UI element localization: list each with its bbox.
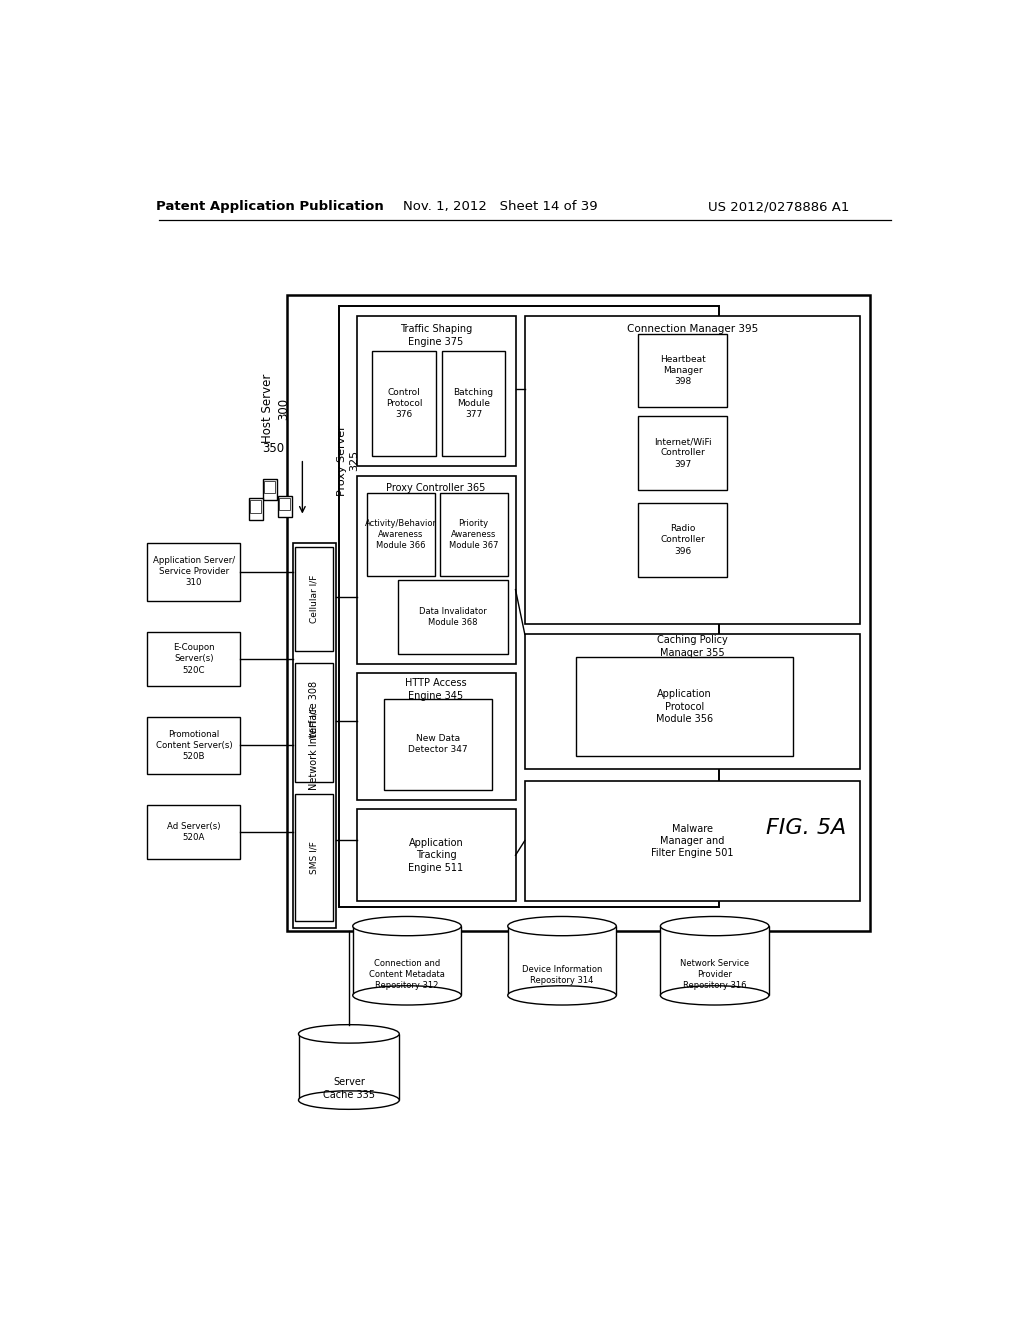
Text: Malware
Manager and
Filter Engine 501: Malware Manager and Filter Engine 501 <box>651 824 733 858</box>
Bar <box>287 296 869 931</box>
Ellipse shape <box>660 986 769 1005</box>
Text: Proxy Controller 365: Proxy Controller 365 <box>386 483 485 492</box>
Bar <box>280 498 290 511</box>
Bar <box>147 632 241 686</box>
Bar <box>524 317 859 624</box>
Text: Promotional
Content Server(s)
520B: Promotional Content Server(s) 520B <box>156 730 232 760</box>
Ellipse shape <box>352 916 461 936</box>
Bar <box>147 544 241 601</box>
Text: Connection Manager 395: Connection Manager 395 <box>627 323 758 334</box>
Text: WiFi I/F: WiFi I/F <box>309 706 318 738</box>
Text: Activity/Behavior
Awareness
Module 366: Activity/Behavior Awareness Module 366 <box>365 519 437 549</box>
Text: Patent Application Publication: Patent Application Publication <box>156 201 384 214</box>
Text: 350: 350 <box>262 442 285 455</box>
Text: Caching Policy
Manager 355: Caching Policy Manager 355 <box>656 635 728 657</box>
Bar <box>356 475 515 664</box>
Text: Traffic Shaping
Engine 375: Traffic Shaping Engine 375 <box>400 325 472 347</box>
Bar <box>638 503 727 577</box>
Bar <box>295 548 334 651</box>
Bar <box>356 673 515 800</box>
Text: Cellular I/F: Cellular I/F <box>309 576 318 623</box>
Text: New Data
Detector 347: New Data Detector 347 <box>409 734 468 755</box>
Text: Nov. 1, 2012   Sheet 14 of 39: Nov. 1, 2012 Sheet 14 of 39 <box>402 201 597 214</box>
Bar <box>352 927 461 995</box>
Text: FIG. 5A: FIG. 5A <box>766 818 846 838</box>
Text: HTTP Access
Engine 345: HTTP Access Engine 345 <box>406 678 467 701</box>
Bar <box>439 492 508 576</box>
Bar <box>264 480 275 494</box>
Text: Control
Protocol
376: Control Protocol 376 <box>386 388 422 418</box>
Text: Radio
Controller
396: Radio Controller 396 <box>660 524 705 556</box>
Text: Server
Cache 335: Server Cache 335 <box>323 1077 375 1100</box>
Text: Priority
Awareness
Module 367: Priority Awareness Module 367 <box>449 519 499 549</box>
Ellipse shape <box>299 1024 399 1043</box>
Bar <box>638 334 727 407</box>
Bar <box>356 317 515 466</box>
Ellipse shape <box>299 1090 399 1109</box>
Bar <box>397 581 508 653</box>
Bar <box>295 663 334 781</box>
Bar <box>251 500 261 512</box>
Text: Application
Tracking
Engine 511: Application Tracking Engine 511 <box>409 838 464 873</box>
Bar <box>367 492 435 576</box>
Bar <box>339 306 719 907</box>
Text: E-Coupon
Server(s)
520C: E-Coupon Server(s) 520C <box>173 643 215 675</box>
Text: Proxy Server
325: Proxy Server 325 <box>337 425 359 495</box>
Bar <box>293 544 336 928</box>
Ellipse shape <box>352 986 461 1005</box>
Text: Batching
Module
377: Batching Module 377 <box>454 388 494 418</box>
Bar <box>508 927 616 995</box>
Bar <box>524 635 859 770</box>
Ellipse shape <box>508 986 616 1005</box>
Text: Connection and
Content Metadata
Repository 312: Connection and Content Metadata Reposito… <box>369 960 445 990</box>
Text: Device Information
Repository 314: Device Information Repository 314 <box>522 965 602 985</box>
Ellipse shape <box>508 916 616 936</box>
Bar <box>442 351 506 455</box>
Bar <box>147 805 241 859</box>
Bar <box>278 496 292 517</box>
Bar <box>147 717 241 775</box>
Text: US 2012/0278886 A1: US 2012/0278886 A1 <box>709 201 850 214</box>
Bar <box>295 793 334 921</box>
Text: Heartbeat
Manager
398: Heartbeat Manager 398 <box>659 355 706 387</box>
Text: Ad Server(s)
520A: Ad Server(s) 520A <box>167 822 220 842</box>
Text: SMS I/F: SMS I/F <box>309 841 318 874</box>
Bar <box>384 700 493 789</box>
Text: Network Service
Provider
Repository 316: Network Service Provider Repository 316 <box>680 960 750 990</box>
Bar <box>575 657 793 756</box>
Text: Application Server/
Service Provider
310: Application Server/ Service Provider 310 <box>153 556 234 587</box>
Bar <box>372 351 435 455</box>
Bar <box>263 479 276 500</box>
Bar <box>524 780 859 902</box>
Bar <box>299 1034 399 1100</box>
Bar <box>660 927 769 995</box>
Bar <box>638 416 727 490</box>
Text: Application
Protocol
Module 356: Application Protocol Module 356 <box>656 689 713 725</box>
Text: Data Invalidator
Module 368: Data Invalidator Module 368 <box>419 607 486 627</box>
Text: Network Interface 308: Network Interface 308 <box>309 681 319 791</box>
Text: Internet/WiFi
Controller
397: Internet/WiFi Controller 397 <box>653 437 712 469</box>
Ellipse shape <box>660 916 769 936</box>
Bar <box>249 498 263 520</box>
Bar <box>356 809 515 902</box>
Text: Host Server
300: Host Server 300 <box>261 374 290 444</box>
